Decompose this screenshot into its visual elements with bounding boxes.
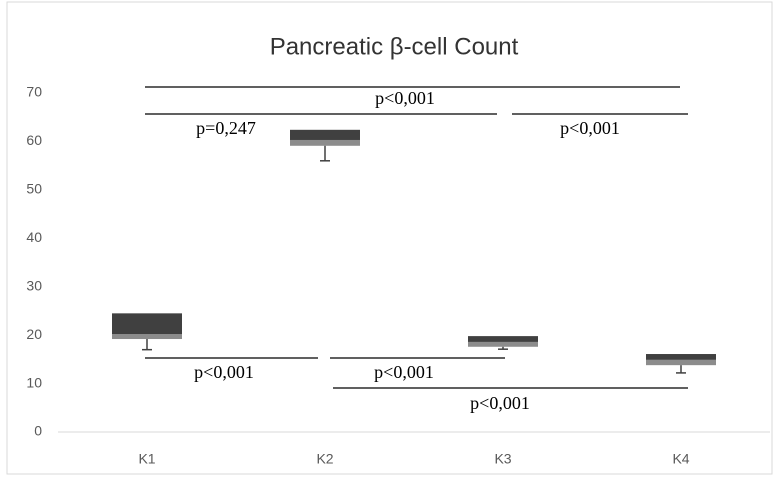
- y-tick-label: 20: [26, 326, 42, 342]
- box-upper: [468, 336, 538, 342]
- annotation: p<0,001: [470, 393, 530, 413]
- chart-frame: [6, 1, 773, 475]
- y-tick-label: 70: [26, 84, 42, 100]
- y-tick-label: 50: [26, 181, 42, 197]
- x-tick-label: K2: [316, 451, 333, 467]
- x-tick-label: K1: [138, 451, 155, 467]
- box-lower: [646, 359, 716, 366]
- box-lower: [112, 334, 182, 340]
- y-tick-label: 10: [26, 374, 42, 390]
- box-lower: [468, 341, 538, 347]
- annotation: p<0,001: [194, 362, 254, 382]
- y-tick-label: 0: [34, 423, 42, 439]
- annotation: p<0,001: [560, 118, 620, 138]
- x-tick-label: K3: [494, 451, 511, 467]
- y-tick-label: 60: [26, 132, 42, 148]
- y-tick-label: 40: [26, 229, 42, 245]
- annotation: p<0,001: [374, 362, 434, 382]
- y-tick-label: 30: [26, 277, 42, 293]
- annotation-lines: [145, 86, 688, 389]
- annotation: p=0,247: [196, 118, 256, 138]
- box-upper: [646, 354, 716, 360]
- box-upper: [290, 129, 360, 140]
- box-lower: [290, 139, 360, 146]
- annotation: p<0,001: [375, 88, 435, 108]
- box-upper: [112, 313, 182, 335]
- chart-title: Pancreatic β-cell Count: [270, 33, 519, 60]
- x-tick-label: K4: [672, 451, 689, 467]
